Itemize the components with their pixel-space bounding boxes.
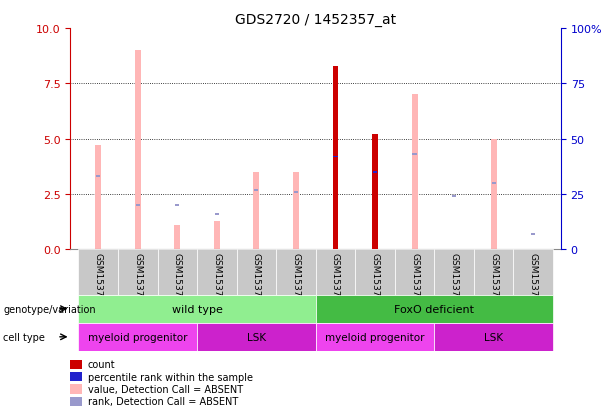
Bar: [356, 250, 395, 295]
Bar: [411, 95, 417, 250]
Bar: [492, 183, 496, 185]
Bar: [78, 323, 197, 351]
Bar: [333, 156, 338, 158]
Bar: [316, 323, 435, 351]
Bar: [332, 66, 338, 250]
Title: GDS2720 / 1452357_at: GDS2720 / 1452357_at: [235, 12, 396, 26]
Bar: [514, 250, 553, 295]
Text: GSM153717: GSM153717: [94, 252, 103, 307]
Bar: [253, 173, 259, 250]
Bar: [78, 250, 118, 295]
Bar: [333, 156, 338, 158]
Bar: [175, 205, 180, 206]
Bar: [96, 176, 101, 178]
Bar: [135, 51, 141, 250]
Bar: [294, 192, 298, 193]
Text: GSM153709: GSM153709: [252, 252, 261, 307]
Text: GSM153722: GSM153722: [410, 252, 419, 307]
Bar: [197, 250, 237, 295]
Text: GSM153710: GSM153710: [291, 252, 300, 307]
Bar: [435, 250, 474, 295]
Text: GSM153718: GSM153718: [133, 252, 142, 307]
Text: GSM153716: GSM153716: [528, 252, 538, 307]
Bar: [158, 250, 197, 295]
Bar: [413, 154, 417, 156]
Bar: [474, 250, 514, 295]
Text: LSK: LSK: [247, 332, 266, 342]
Bar: [452, 196, 456, 198]
Text: GSM153707: GSM153707: [212, 252, 221, 307]
Bar: [395, 250, 435, 295]
Bar: [197, 323, 316, 351]
Bar: [215, 214, 219, 216]
Bar: [214, 221, 220, 250]
Bar: [135, 205, 140, 206]
Bar: [293, 173, 299, 250]
Text: GSM153712: GSM153712: [449, 252, 459, 307]
Text: GSM153720: GSM153720: [331, 252, 340, 307]
Bar: [276, 250, 316, 295]
Text: cell type: cell type: [3, 332, 45, 342]
Text: myeloid progenitor: myeloid progenitor: [326, 332, 425, 342]
Bar: [490, 140, 497, 250]
Text: value, Detection Call = ABSENT: value, Detection Call = ABSENT: [88, 384, 243, 394]
Bar: [373, 172, 377, 173]
Bar: [372, 135, 378, 250]
Text: GSM153721: GSM153721: [370, 252, 379, 307]
Bar: [316, 295, 553, 323]
Text: FoxO deficient: FoxO deficient: [394, 304, 474, 314]
Bar: [237, 250, 276, 295]
Bar: [373, 172, 377, 173]
Text: percentile rank within the sample: percentile rank within the sample: [88, 372, 253, 382]
Bar: [316, 250, 356, 295]
Bar: [118, 250, 158, 295]
Bar: [435, 323, 553, 351]
Text: count: count: [88, 359, 115, 369]
Text: GSM153714: GSM153714: [489, 252, 498, 307]
Text: rank, Detection Call = ABSENT: rank, Detection Call = ABSENT: [88, 396, 238, 406]
Bar: [174, 225, 180, 250]
Bar: [372, 135, 378, 250]
Bar: [95, 146, 101, 250]
Bar: [254, 189, 259, 191]
Text: myeloid progenitor: myeloid progenitor: [88, 332, 188, 342]
Bar: [332, 66, 338, 250]
Bar: [531, 233, 535, 235]
Text: LSK: LSK: [484, 332, 503, 342]
Text: GSM153719: GSM153719: [173, 252, 182, 307]
Text: wild type: wild type: [172, 304, 223, 314]
Text: genotype/variation: genotype/variation: [3, 304, 96, 314]
Bar: [78, 295, 316, 323]
